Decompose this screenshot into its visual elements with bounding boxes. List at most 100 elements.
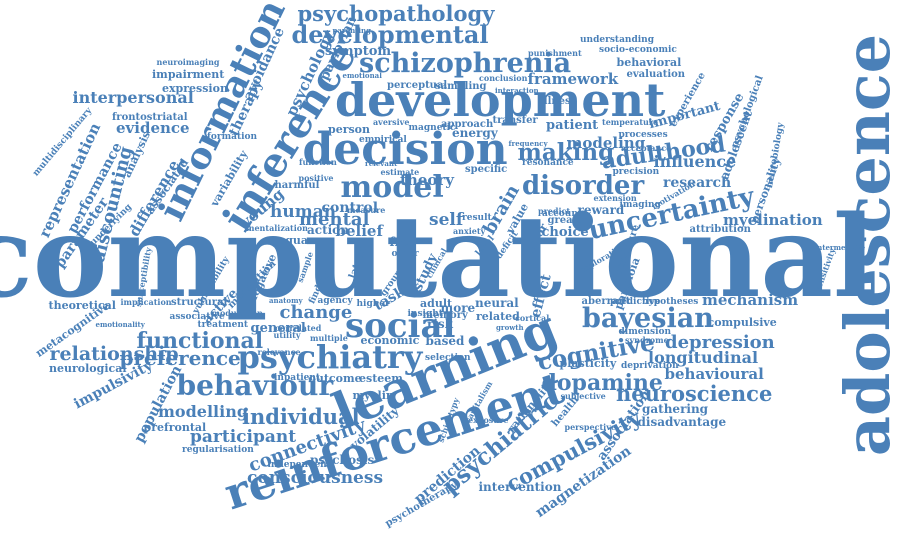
- cloud-word: schizophrenia: [359, 47, 572, 79]
- cloud-word: neural: [475, 296, 519, 310]
- cloud-word: making: [517, 138, 615, 166]
- cloud-word: syndrome: [625, 335, 669, 345]
- cloud-word: more: [440, 301, 476, 315]
- cloud-word: regularisation: [182, 444, 254, 455]
- cloud-word: greater: [547, 215, 589, 226]
- cloud-word: general: [250, 320, 306, 336]
- cloud-word: symptom: [325, 43, 392, 59]
- cloud-word: agency: [317, 295, 353, 306]
- cloud-word: dopamine: [541, 370, 663, 396]
- cloud-word: selection: [425, 352, 471, 363]
- cloud-word: psychiatry: [237, 338, 423, 376]
- cloud-word: predictive: [610, 296, 661, 307]
- cloud-word: imaging: [619, 199, 661, 210]
- cloud-word: precision: [612, 166, 660, 177]
- cloud-word: aberrant: [581, 296, 631, 307]
- cloud-word: developmental: [291, 20, 489, 49]
- cloud-word: economic: [360, 333, 420, 347]
- cloud-word: human: [270, 201, 337, 222]
- cloud-word: perceptual: [387, 80, 448, 91]
- cloud-word: individual: [242, 403, 360, 429]
- cloud-word: parenting: [332, 25, 372, 35]
- cloud-word: reward: [577, 203, 625, 217]
- cloud-word: longitudinal: [648, 348, 759, 367]
- cloud-word: measure: [347, 205, 386, 215]
- cloud-word: punishment: [528, 48, 582, 58]
- cloud-word: adult: [420, 296, 453, 310]
- cloud-word: patient: [546, 117, 599, 133]
- cloud-word: emotional: [342, 70, 382, 80]
- cloud-word: prefrontal: [143, 420, 207, 434]
- cloud-word: psychopathology: [297, 0, 495, 26]
- cloud-word: higher: [356, 298, 390, 309]
- cloud-word: deprivation: [621, 360, 679, 371]
- cloud-word: utility: [273, 330, 301, 340]
- cloud-word: transfer: [492, 115, 538, 126]
- cloud-word: anxiety: [453, 226, 486, 236]
- cloud-word: risk: [427, 317, 453, 331]
- cloud-word: relationship: [49, 342, 179, 365]
- cloud-word: belief: [335, 221, 383, 240]
- cloud-word: memory: [422, 310, 468, 321]
- cloud-word: intervention: [478, 480, 562, 494]
- cloud-word: evaluation: [626, 69, 686, 80]
- cloud-word: modulation: [211, 308, 263, 318]
- cloud-word: research: [663, 175, 732, 191]
- cloud-word: neuroimaging: [156, 57, 220, 67]
- cloud-word: person: [328, 122, 371, 136]
- cloud-word: exposure: [468, 415, 509, 425]
- cloud-word: empirical: [359, 134, 407, 145]
- cloud-word: functional: [136, 328, 264, 354]
- cloud-word: formation: [207, 131, 258, 142]
- cloud-word: aversive: [373, 117, 410, 127]
- cloud-word: estimate: [380, 167, 420, 177]
- cloud-word: processes: [618, 129, 668, 140]
- cloud-word: intermediate: [814, 242, 866, 252]
- cloud-word: neurobiology: [764, 121, 787, 189]
- cloud-word: associative: [169, 311, 225, 322]
- cloud-word: development: [335, 73, 666, 127]
- cloud-word: dimension: [618, 326, 672, 337]
- cloud-word: illness: [540, 96, 577, 107]
- cloud-word: relevant: [365, 158, 398, 168]
- cloud-word: interpersonal: [72, 88, 194, 107]
- cloud-word: positive: [298, 173, 334, 183]
- cloud-word: consciousness: [247, 467, 384, 488]
- cloud-word: magnetic: [408, 122, 456, 133]
- cloud-word: preference: [119, 346, 241, 370]
- cloud-word: result: [462, 212, 492, 223]
- cloud-word: interaction: [495, 85, 539, 95]
- cloud-word: acceptance: [621, 143, 672, 153]
- cloud-word: choice: [541, 224, 589, 240]
- cloud-word: mentalization: [246, 223, 308, 233]
- cloud-word: computational: [0, 192, 876, 323]
- cloud-word: conclusion: [479, 73, 528, 83]
- cloud-word: theoretical: [48, 298, 116, 312]
- cloud-word: neurological: [49, 361, 127, 375]
- cloud-word: theory: [400, 170, 455, 189]
- cloud-word: gathering: [642, 402, 709, 416]
- cloud-word: socio-economic: [599, 44, 677, 55]
- cloud-word: approach: [441, 119, 494, 130]
- cloud-word: neuroscience: [616, 380, 773, 406]
- cloud-word: bayesian: [582, 302, 714, 334]
- cloud-word: temperature: [602, 117, 659, 127]
- cloud-word: resonance: [522, 157, 574, 168]
- cloud-word: understanding: [580, 34, 654, 45]
- cloud-word: mechanism: [702, 290, 799, 309]
- cloud-word: extension: [593, 193, 637, 203]
- cloud-word: function: [299, 157, 337, 167]
- cloud-word: independent: [267, 459, 331, 470]
- cloud-word: myelination: [723, 210, 823, 229]
- cloud-word: specific: [465, 164, 508, 175]
- cloud-word: insight: [407, 308, 443, 319]
- cloud-word: inpatient: [274, 372, 321, 383]
- cloud-word: behavioural: [664, 364, 764, 383]
- cloud-word: harmful: [274, 180, 320, 191]
- cloud-word: attribution: [689, 224, 751, 235]
- cloud-word: behaviour: [176, 369, 334, 402]
- cloud-word: treatment: [197, 319, 249, 330]
- cloud-word: expression: [162, 81, 228, 95]
- cloud-word: related: [476, 309, 520, 323]
- cloud-word: subjective: [560, 391, 606, 401]
